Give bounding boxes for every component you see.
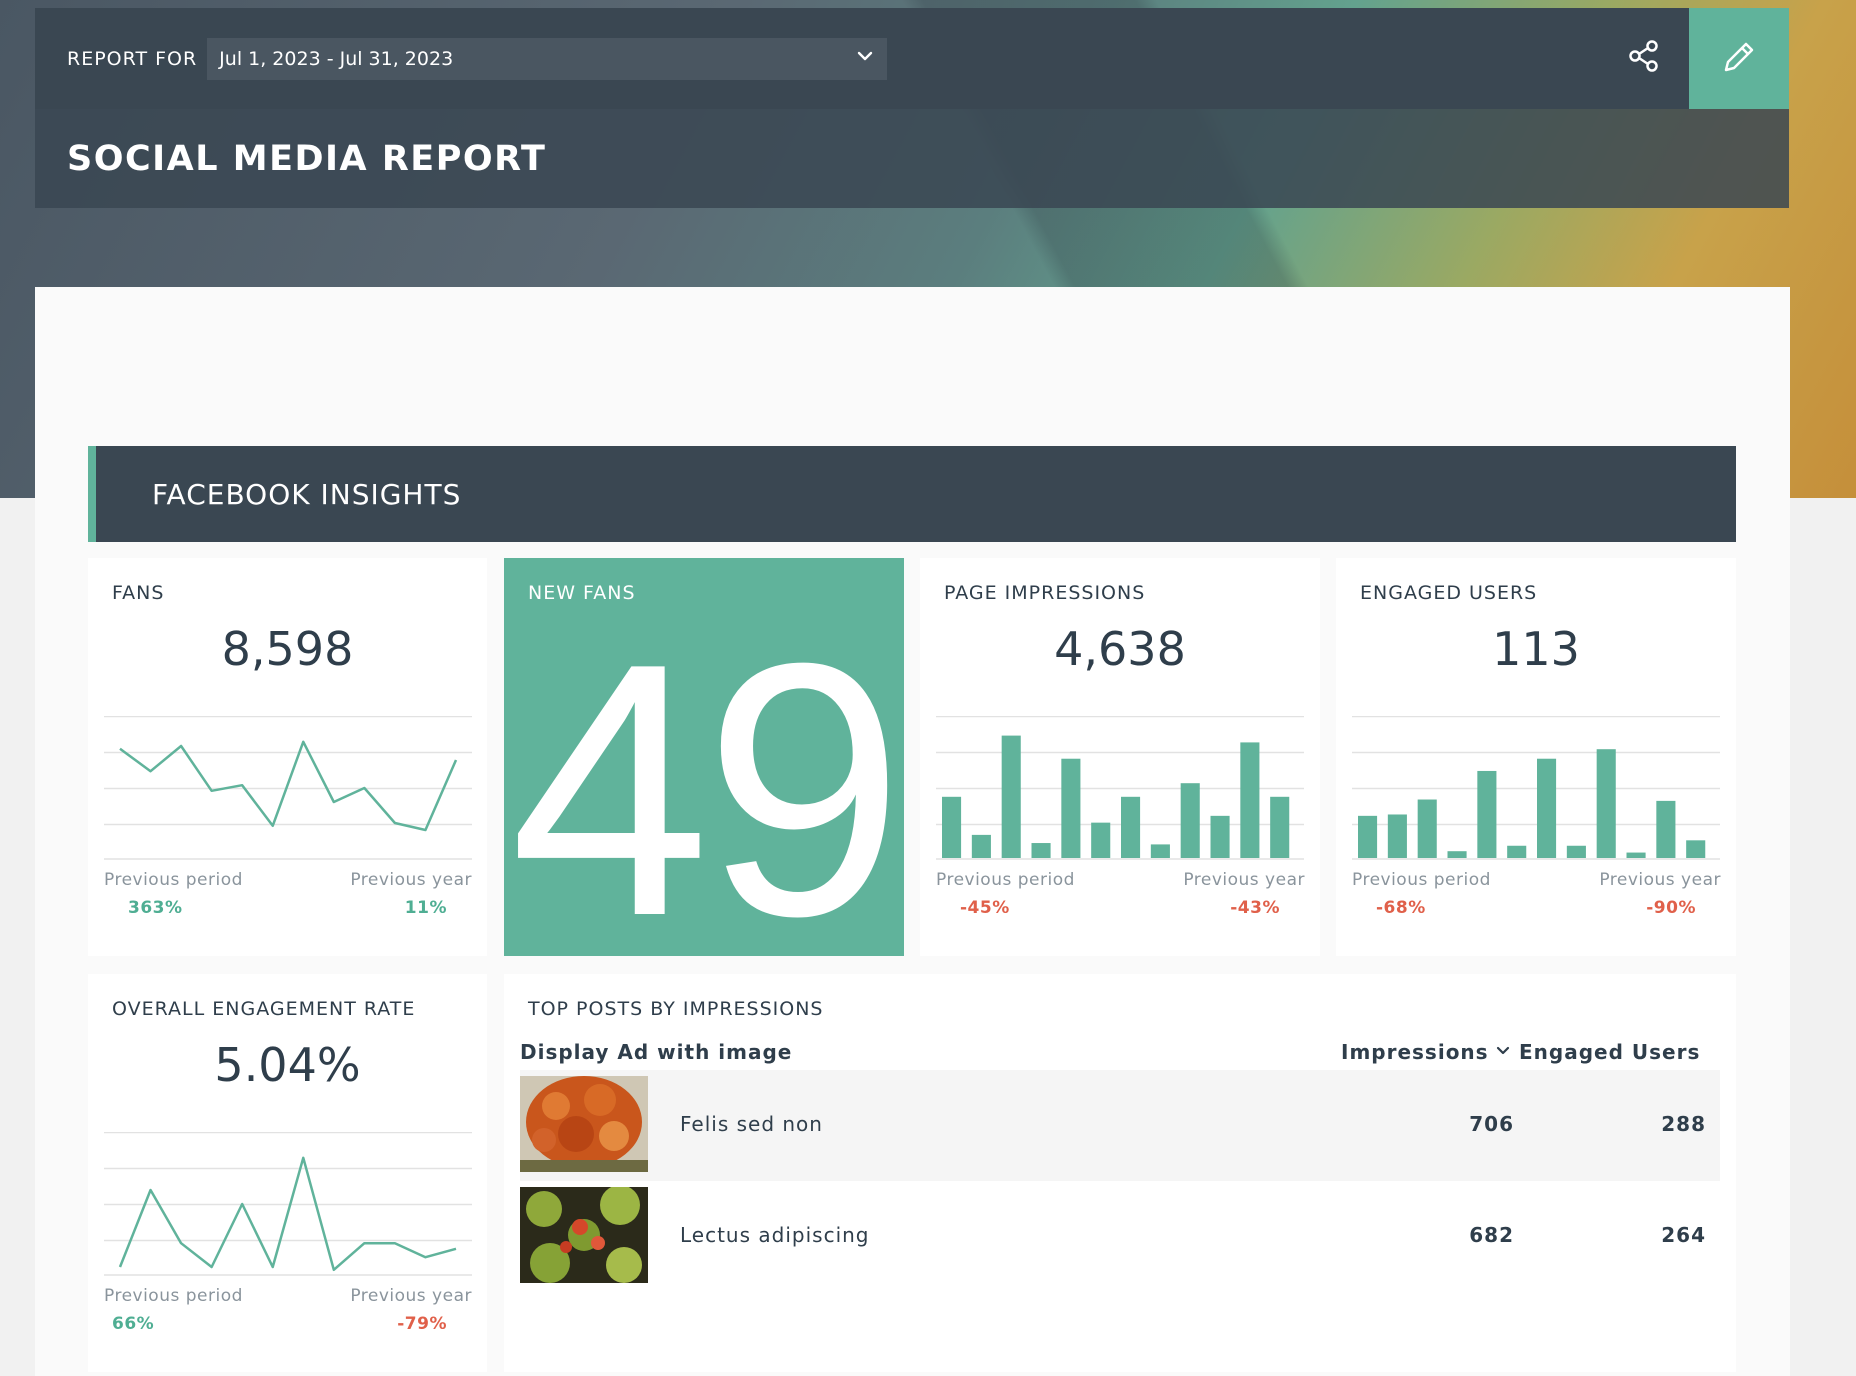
kpi-value: 4,638 — [1054, 622, 1186, 676]
kpi-value: 113 — [1492, 622, 1580, 676]
prev-year-change: -90% — [1646, 898, 1696, 918]
bar — [1626, 852, 1646, 858]
post-title: Felis sed non — [680, 1112, 823, 1136]
table-row[interactable]: Lectus adipiscing 682 264 — [520, 1181, 1720, 1292]
prev-period-change: -45% — [960, 898, 1010, 918]
post-title: Lectus adipiscing — [680, 1223, 870, 1247]
engaged-value: 264 — [1661, 1223, 1706, 1247]
impressions-bar-chart — [936, 716, 1304, 860]
prev-year-label: Previous year — [350, 1286, 472, 1306]
prev-period-change: -68% — [1376, 898, 1426, 918]
top-bar: REPORT FOR Jul 1, 2023 - Jul 31, 2023 — [35, 8, 1789, 109]
report-title-bar: SOCIAL MEDIA REPORT — [35, 109, 1789, 208]
bar — [1240, 742, 1260, 858]
bar — [1270, 796, 1290, 858]
bar — [971, 834, 991, 858]
share-icon — [1627, 39, 1661, 77]
card-title: PAGE IMPRESSIONS — [944, 582, 1146, 604]
bar — [1061, 758, 1081, 858]
prev-period-change: 363% — [128, 898, 183, 918]
prev-year-label: Previous year — [1599, 870, 1721, 890]
bar — [1447, 851, 1467, 858]
prev-period-change: 66% — [112, 1314, 155, 1334]
card-title: ENGAGED USERS — [1360, 582, 1538, 604]
prev-year-label: Previous year — [350, 870, 472, 890]
autumn-tree-icon — [520, 1076, 648, 1172]
trend-line — [119, 740, 458, 832]
bar — [1180, 783, 1200, 858]
engagement-rate-card: OVERALL ENGAGEMENT RATE 5.04% Previous p… — [88, 974, 487, 1372]
bar — [1387, 814, 1407, 858]
engaged-users-card: ENGAGED USERS 113 Previous period Previo… — [1336, 558, 1736, 956]
edit-button[interactable] — [1689, 8, 1789, 109]
prev-period-label: Previous period — [104, 1286, 243, 1306]
bar — [1477, 770, 1497, 858]
date-range-value: Jul 1, 2023 - Jul 31, 2023 — [219, 47, 454, 70]
bar — [1417, 799, 1437, 858]
report-for-label: REPORT FOR — [67, 47, 198, 70]
chevron-down-icon — [855, 46, 875, 71]
bar — [1507, 845, 1527, 858]
bar — [942, 796, 962, 858]
prev-period-label: Previous period — [1352, 870, 1491, 890]
prev-year-change: -79% — [397, 1314, 447, 1334]
page-title: SOCIAL MEDIA REPORT — [67, 138, 547, 179]
bar — [1121, 796, 1141, 858]
kpi-value: 5.04% — [214, 1038, 361, 1092]
kpi-value: 8,598 — [221, 622, 354, 676]
bar — [1091, 822, 1111, 858]
pencil-icon — [1720, 38, 1758, 80]
prev-period-label: Previous period — [104, 870, 243, 890]
bar — [1656, 800, 1676, 858]
trend-line — [118, 1156, 457, 1272]
impressions-value: 706 — [1469, 1112, 1514, 1136]
engaged-users-bar-chart — [1352, 716, 1720, 860]
prev-year-label: Previous year — [1183, 870, 1305, 890]
card-title: NEW FANS — [528, 582, 636, 604]
column-label: Impressions — [1341, 1040, 1489, 1064]
bar — [1001, 735, 1021, 858]
bar — [1596, 749, 1616, 858]
page-impressions-card: PAGE IMPRESSIONS 4,638 Previous period P… — [920, 558, 1320, 956]
impressions-value: 682 — [1469, 1223, 1514, 1247]
bar — [1150, 844, 1170, 858]
prev-year-change: 11% — [404, 898, 447, 918]
section-header: FACEBOOK INSIGHTS — [88, 446, 1736, 542]
share-button[interactable] — [1624, 38, 1664, 78]
prev-period-label: Previous period — [936, 870, 1075, 890]
card-title: FANS — [112, 582, 165, 604]
kpi-value: 49 — [509, 589, 904, 991]
impressions-column-header[interactable]: Impressions — [1341, 1040, 1511, 1064]
new-fans-card: NEW FANS 49 — [504, 558, 904, 970]
leaves-icon — [520, 1185, 648, 1283]
engaged-value: 288 — [1661, 1112, 1706, 1136]
card-title: TOP POSTS BY IMPRESSIONS — [528, 998, 824, 1020]
bar — [1031, 843, 1051, 858]
fans-sparkline — [104, 716, 472, 860]
prev-year-change: -43% — [1230, 898, 1280, 918]
bar — [1210, 815, 1230, 858]
table-row[interactable]: Felis sed non 706 288 — [520, 1070, 1720, 1181]
bar — [1566, 845, 1586, 858]
bar — [1686, 840, 1706, 858]
fans-card: FANS 8,598 Previous period Previous year… — [88, 558, 487, 956]
bar — [1537, 758, 1557, 858]
chevron-down-icon — [1495, 1040, 1511, 1064]
bar — [1358, 815, 1378, 858]
card-title: OVERALL ENGAGEMENT RATE — [112, 998, 416, 1020]
posts-subtitle: Display Ad with image — [520, 1040, 793, 1064]
section-title: FACEBOOK INSIGHTS — [152, 477, 462, 511]
engaged-users-column-header: Engaged Users — [1519, 1040, 1701, 1064]
engagement-rate-sparkline — [104, 1132, 472, 1276]
date-range-select[interactable]: Jul 1, 2023 - Jul 31, 2023 — [207, 37, 888, 80]
top-posts-card: TOP POSTS BY IMPRESSIONS Display Ad with… — [504, 974, 1736, 1372]
